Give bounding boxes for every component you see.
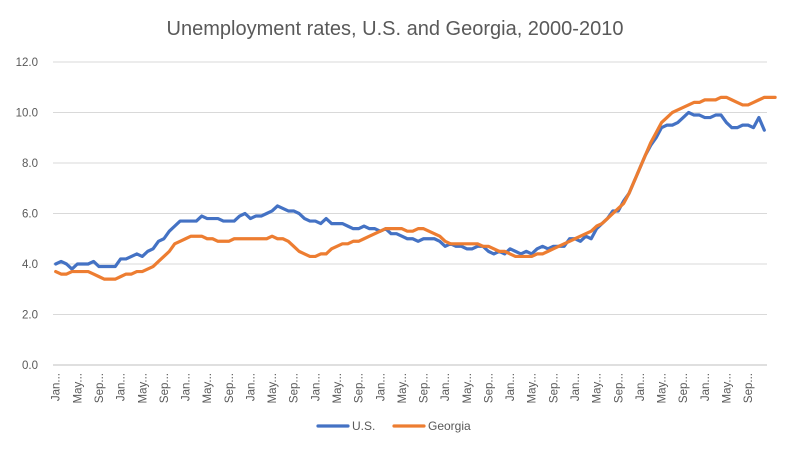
x-tick-label: Sep... xyxy=(94,373,106,403)
x-tick-label: Jan... xyxy=(181,373,193,401)
x-tick-label: May... xyxy=(202,373,214,403)
x-tick-label: Sep... xyxy=(289,373,301,403)
series-lines xyxy=(54,95,777,281)
series-line xyxy=(54,95,777,281)
x-tick-label: May... xyxy=(72,373,84,403)
x-tick-label: May... xyxy=(657,373,669,403)
x-tick-label: Sep... xyxy=(224,373,236,403)
x-tick-label: Jan... xyxy=(310,373,322,401)
x-tick-label: May... xyxy=(527,373,539,403)
x-tick-label: Jan... xyxy=(570,373,582,401)
x-tick-label: Jan... xyxy=(505,373,517,401)
gridlines xyxy=(53,61,767,366)
y-tick-label: 2.0 xyxy=(22,310,38,322)
legend-label: Georgia xyxy=(428,419,471,433)
legend-label: U.S. xyxy=(352,419,375,433)
x-axis-tick-labels: Jan... May... Sep... Jan... May... Sep... Jan.… xyxy=(51,373,755,403)
legend-item: U.S. xyxy=(316,419,375,433)
y-axis-tick-labels: 0.0 2.0 4.0 6.0 8.0 10.0 12.0 xyxy=(16,57,38,372)
y-tick-label: 0.0 xyxy=(22,360,38,372)
legend-item: Georgia xyxy=(392,419,471,433)
y-tick-label: 4.0 xyxy=(22,259,38,271)
x-tick-label: May... xyxy=(462,373,474,403)
y-tick-label: 12.0 xyxy=(16,57,38,69)
x-tick-label: May... xyxy=(592,373,604,403)
x-tick-label: May... xyxy=(332,373,344,403)
chart-title: Unemployment rates, U.S. and Georgia, 20… xyxy=(167,18,624,40)
series-u-s xyxy=(54,110,766,271)
x-tick-label: Sep... xyxy=(419,373,431,403)
series-line xyxy=(54,110,766,271)
x-tick-label: Sep... xyxy=(159,373,171,403)
y-tick-label: 8.0 xyxy=(22,158,38,170)
x-tick-label: Jan... xyxy=(700,373,712,401)
y-tick-label: 6.0 xyxy=(22,209,38,221)
x-tick-label: Jan... xyxy=(245,373,257,401)
x-tick-label: Sep... xyxy=(483,373,495,403)
x-tick-label: Sep... xyxy=(678,373,690,403)
x-tick-label: Sep... xyxy=(613,373,625,403)
x-tick-label: Sep... xyxy=(354,373,366,403)
x-tick-label: May... xyxy=(397,373,409,403)
y-tick-label: 10.0 xyxy=(16,108,38,120)
x-tick-label: May... xyxy=(267,373,279,403)
x-tick-label: May... xyxy=(137,373,149,403)
x-tick-label: Sep... xyxy=(743,373,755,403)
series-georgia xyxy=(54,95,777,281)
x-tick-label: Sep... xyxy=(548,373,560,403)
x-tick-label: May... xyxy=(721,373,733,403)
x-tick-label: Jan... xyxy=(440,373,452,401)
x-tick-label: Jan... xyxy=(375,373,387,401)
x-tick-label: Jan... xyxy=(116,373,128,401)
x-tick-label: Jan... xyxy=(51,373,63,401)
legend: U.S. Georgia xyxy=(316,419,471,433)
x-tick-label: Jan... xyxy=(635,373,647,401)
